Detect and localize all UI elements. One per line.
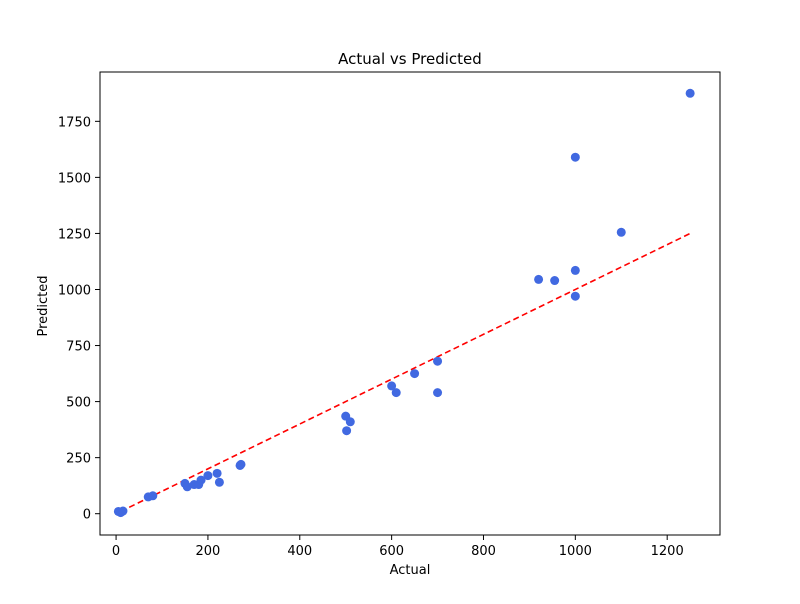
y-axis-label: Predicted [36, 275, 51, 336]
data-point [212, 468, 222, 478]
data-point [236, 459, 246, 469]
data-point [342, 426, 352, 436]
x-tick-label: 800 [471, 544, 496, 559]
y-tick-label: 1000 [58, 283, 91, 298]
x-axis-label: Actual [390, 563, 431, 578]
data-point [570, 152, 580, 162]
data-point [387, 381, 397, 391]
data-point [182, 482, 192, 492]
data-point [570, 291, 580, 301]
data-point [203, 471, 213, 481]
data-point [433, 356, 443, 366]
data-point [410, 369, 420, 379]
data-point [345, 417, 355, 427]
data-point [196, 475, 206, 485]
data-point [685, 88, 695, 98]
y-tick-label: 1750 [58, 115, 91, 130]
x-tick-label: 0 [112, 544, 120, 559]
data-point [391, 388, 401, 398]
y-tick-label: 1250 [58, 227, 91, 242]
chart-title: Actual vs Predicted [338, 50, 482, 68]
data-point [550, 276, 560, 286]
data-point [616, 227, 626, 237]
x-tick-label: 1000 [559, 544, 592, 559]
data-point [534, 274, 544, 284]
y-tick-label: 500 [66, 396, 91, 411]
data-point [433, 388, 443, 398]
x-tick-label: 200 [196, 544, 221, 559]
y-tick-label: 250 [66, 452, 91, 467]
y-tick-label: 0 [83, 508, 91, 523]
data-point [570, 265, 580, 275]
data-point [148, 491, 158, 501]
y-tick-label: 1500 [58, 171, 91, 186]
x-tick-label: 600 [379, 544, 404, 559]
y-tick-label: 750 [66, 340, 91, 355]
data-point [118, 506, 128, 516]
reference-line [120, 232, 691, 513]
x-tick-label: 1200 [651, 544, 684, 559]
plot-area: 0 200 400 600 800 1000 1200 0 250 500 750 1000 1250 1… [58, 71, 721, 559]
data-point [214, 477, 224, 487]
x-tick-label: 400 [287, 544, 312, 559]
plot-frame [99, 71, 721, 536]
